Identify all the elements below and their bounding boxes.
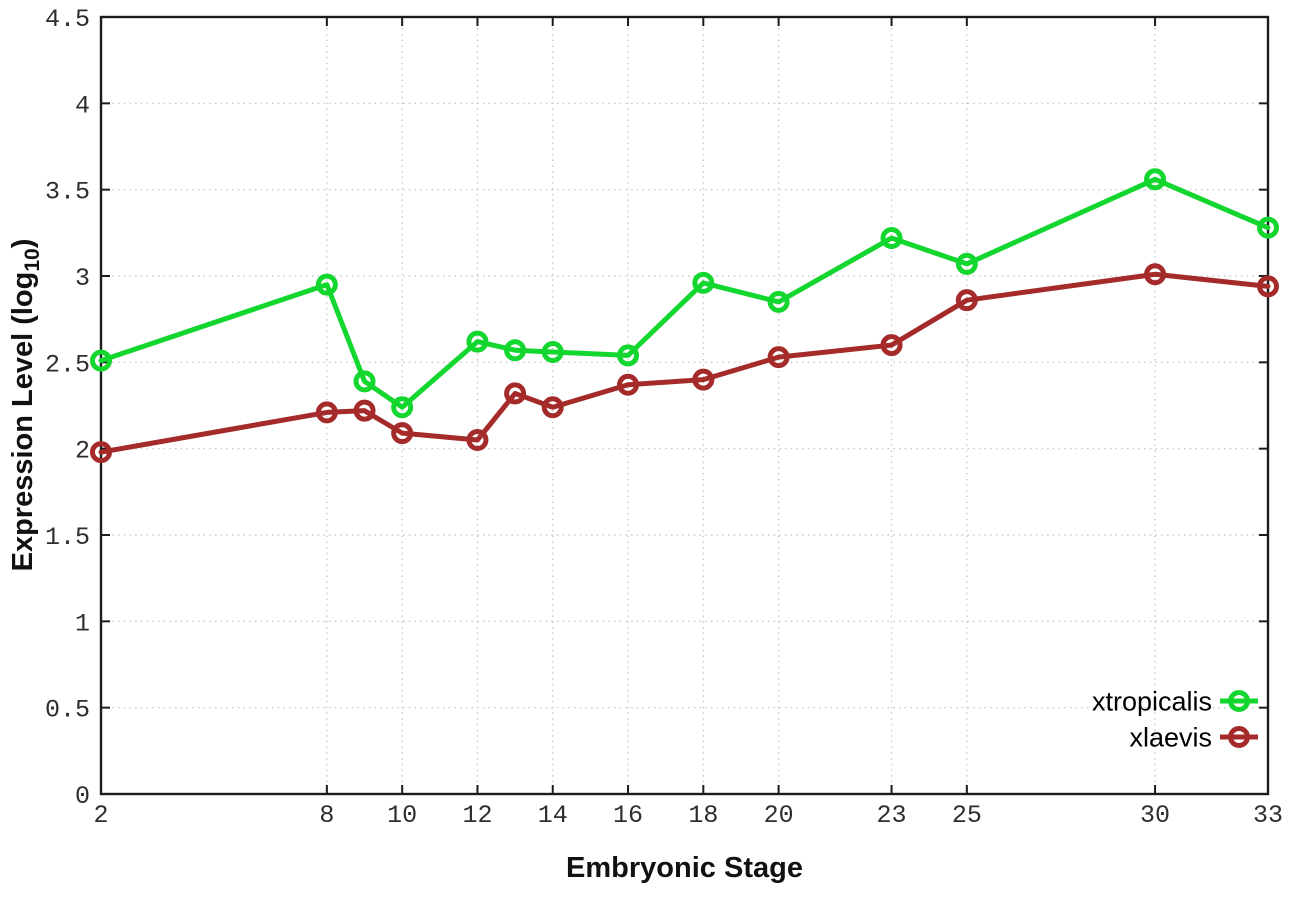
y-axis-title-suffix: ) bbox=[7, 238, 40, 249]
data-point-xtropicalis bbox=[391, 396, 414, 419]
data-point-xtropicalis bbox=[466, 330, 489, 353]
data-point-xlaevis bbox=[391, 422, 414, 445]
data-point-xtropicalis bbox=[767, 290, 790, 313]
y-tick-label: 4.5 bbox=[45, 5, 90, 34]
x-tick-label: 33 bbox=[1253, 801, 1283, 830]
series-line-xtropicalis bbox=[98, 176, 1271, 410]
data-point-xlaevis bbox=[1257, 275, 1279, 298]
x-tick-label: 25 bbox=[952, 801, 982, 830]
data-point-xlaevis bbox=[315, 401, 338, 424]
y-tick-label: 0.5 bbox=[45, 696, 90, 725]
x-tick-label: 18 bbox=[688, 801, 718, 830]
y-axis-title-text: Expression Level (log bbox=[7, 271, 40, 572]
data-point-xtropicalis bbox=[504, 339, 527, 362]
y-axis-title: Expression Level (log10) bbox=[7, 239, 45, 572]
legend-sample-marker-xlaevis bbox=[1228, 726, 1250, 748]
x-axis-title: Embryonic Stage bbox=[566, 852, 803, 884]
y-tick-label: 4 bbox=[75, 91, 90, 120]
data-point-xlaevis bbox=[1144, 263, 1167, 286]
x-tick-label: 2 bbox=[93, 801, 108, 830]
data-point-xlaevis bbox=[692, 368, 715, 391]
data-point-xtropicalis bbox=[617, 344, 640, 367]
plot-border bbox=[99, 15, 1270, 796]
data-point-xtropicalis bbox=[541, 340, 564, 363]
data-point-xlaevis bbox=[617, 373, 640, 396]
x-tick-label: 20 bbox=[764, 801, 794, 830]
y-tick-label: 2 bbox=[75, 437, 90, 466]
data-point-xtropicalis bbox=[315, 273, 338, 296]
data-point-xtropicalis bbox=[353, 370, 376, 393]
data-point-xtropicalis bbox=[955, 252, 978, 275]
x-tick-label: 23 bbox=[877, 801, 907, 830]
y-tick-label: 2.5 bbox=[45, 350, 90, 379]
data-point-xtropicalis bbox=[880, 227, 903, 250]
x-tick-label: 10 bbox=[387, 801, 417, 830]
y-tick-label: 0 bbox=[75, 782, 90, 811]
legend-label-xtropicalis: xtropicalis bbox=[1092, 687, 1212, 717]
y-tick-label: 3 bbox=[75, 264, 90, 293]
data-point-xtropicalis bbox=[692, 271, 715, 294]
data-point-xlaevis bbox=[541, 396, 564, 419]
data-point-xlaevis bbox=[955, 289, 978, 312]
legend-label-xlaevis: xlaevis bbox=[1129, 723, 1212, 753]
x-tick-label: 14 bbox=[538, 801, 568, 830]
data-point-xtropicalis bbox=[1257, 216, 1279, 239]
data-point-xlaevis bbox=[466, 429, 489, 452]
y-tick-label: 1.5 bbox=[45, 523, 90, 552]
y-axis-title-subscript: 10 bbox=[20, 248, 44, 272]
x-tick-label: 12 bbox=[462, 801, 492, 830]
data-point-xlaevis bbox=[880, 334, 903, 357]
data-point-xlaevis bbox=[353, 399, 376, 422]
x-tick-label: 8 bbox=[319, 801, 334, 830]
data-point-xtropicalis bbox=[1144, 168, 1167, 191]
data-point-xtropicalis bbox=[90, 349, 112, 372]
y-tick-label: 3.5 bbox=[45, 178, 90, 207]
data-point-xlaevis bbox=[90, 441, 112, 464]
data-point-xlaevis bbox=[767, 346, 790, 369]
x-tick-label: 30 bbox=[1140, 801, 1170, 830]
data-point-xlaevis bbox=[504, 382, 527, 405]
x-tick-label: 16 bbox=[613, 801, 643, 830]
y-tick-label: 1 bbox=[75, 609, 90, 638]
legend-sample-marker-xtropicalis bbox=[1228, 690, 1250, 712]
